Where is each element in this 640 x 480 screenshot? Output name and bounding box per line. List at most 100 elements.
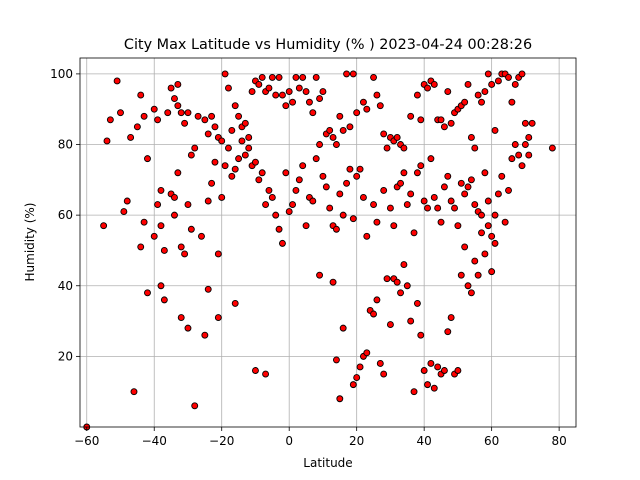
data-point bbox=[332, 225, 340, 233]
data-point bbox=[171, 194, 178, 201]
data-point bbox=[117, 109, 124, 117]
data-point bbox=[177, 109, 185, 117]
data-point bbox=[289, 201, 297, 208]
data-point bbox=[424, 381, 431, 389]
data-point bbox=[454, 367, 462, 374]
data-point bbox=[326, 126, 334, 134]
data-point bbox=[471, 144, 479, 152]
data-point bbox=[208, 179, 216, 187]
data-point bbox=[208, 112, 216, 120]
data-point bbox=[417, 116, 425, 124]
data-point bbox=[164, 109, 172, 117]
data-point bbox=[430, 384, 438, 392]
data-point bbox=[464, 81, 472, 88]
data-point bbox=[413, 91, 421, 99]
data-point bbox=[299, 73, 307, 81]
data-point bbox=[400, 144, 408, 152]
data-point bbox=[137, 91, 145, 99]
data-point bbox=[211, 158, 219, 166]
data-point bbox=[400, 261, 408, 269]
data-point bbox=[309, 197, 317, 205]
data-point bbox=[329, 133, 337, 141]
data-point bbox=[154, 201, 162, 208]
data-point bbox=[386, 321, 394, 329]
data-point bbox=[137, 243, 145, 251]
data-point bbox=[144, 289, 151, 297]
data-point bbox=[346, 123, 354, 131]
data-point bbox=[363, 232, 371, 240]
data-point bbox=[133, 123, 141, 131]
data-point bbox=[157, 282, 165, 290]
data-point bbox=[484, 222, 492, 230]
x-tick-label: 60 bbox=[484, 434, 499, 448]
data-point bbox=[258, 73, 266, 81]
data-point bbox=[434, 204, 442, 212]
data-point bbox=[187, 151, 195, 159]
data-point bbox=[127, 133, 135, 141]
data-point bbox=[461, 98, 469, 106]
data-point bbox=[383, 144, 391, 152]
data-point bbox=[380, 370, 388, 378]
data-point bbox=[440, 367, 448, 374]
data-point bbox=[508, 98, 516, 106]
data-point bbox=[410, 388, 418, 396]
data-point bbox=[191, 402, 199, 410]
data-point bbox=[481, 169, 489, 177]
data-point bbox=[464, 183, 472, 191]
data-point bbox=[150, 232, 158, 240]
data-point bbox=[434, 363, 442, 371]
y-axis-label: Humidity (%) bbox=[23, 203, 37, 282]
data-point bbox=[235, 112, 243, 120]
data-point bbox=[255, 176, 263, 184]
data-point bbox=[154, 116, 162, 124]
data-point bbox=[194, 112, 202, 120]
data-point bbox=[174, 169, 182, 177]
data-point bbox=[289, 98, 297, 106]
data-point bbox=[312, 155, 320, 163]
data-point bbox=[525, 133, 533, 141]
data-point bbox=[353, 109, 361, 117]
data-point bbox=[397, 289, 404, 297]
x-tick-label: −20 bbox=[209, 434, 234, 448]
data-point bbox=[508, 155, 516, 163]
data-point bbox=[319, 88, 327, 95]
data-point bbox=[397, 179, 404, 187]
data-point bbox=[444, 328, 452, 336]
data-point bbox=[184, 109, 192, 117]
axes-frame bbox=[79, 57, 577, 428]
data-point bbox=[181, 250, 189, 258]
data-point bbox=[275, 73, 283, 81]
data-point bbox=[295, 176, 303, 184]
data-point bbox=[316, 271, 324, 279]
data-point bbox=[241, 119, 249, 127]
data-point bbox=[359, 98, 367, 106]
data-point bbox=[272, 211, 280, 219]
data-point bbox=[444, 88, 452, 95]
data-point bbox=[356, 363, 364, 371]
data-point bbox=[349, 70, 357, 78]
data-point bbox=[427, 359, 435, 367]
data-point bbox=[245, 144, 253, 152]
data-point bbox=[268, 194, 276, 201]
data-point bbox=[356, 165, 364, 173]
data-point bbox=[245, 133, 253, 141]
data-point bbox=[255, 81, 263, 88]
data-point bbox=[370, 201, 378, 208]
data-point bbox=[184, 324, 192, 332]
data-point bbox=[471, 257, 479, 265]
data-point bbox=[521, 119, 529, 127]
data-point bbox=[231, 299, 239, 307]
data-point bbox=[427, 155, 435, 163]
data-point bbox=[373, 218, 381, 226]
data-point bbox=[167, 84, 175, 92]
data-point bbox=[413, 169, 421, 177]
data-point bbox=[329, 278, 337, 286]
data-point bbox=[417, 162, 425, 170]
data-point bbox=[204, 130, 212, 138]
data-point bbox=[187, 225, 195, 233]
data-point bbox=[400, 169, 408, 177]
data-point bbox=[265, 84, 273, 92]
data-point bbox=[201, 116, 209, 124]
